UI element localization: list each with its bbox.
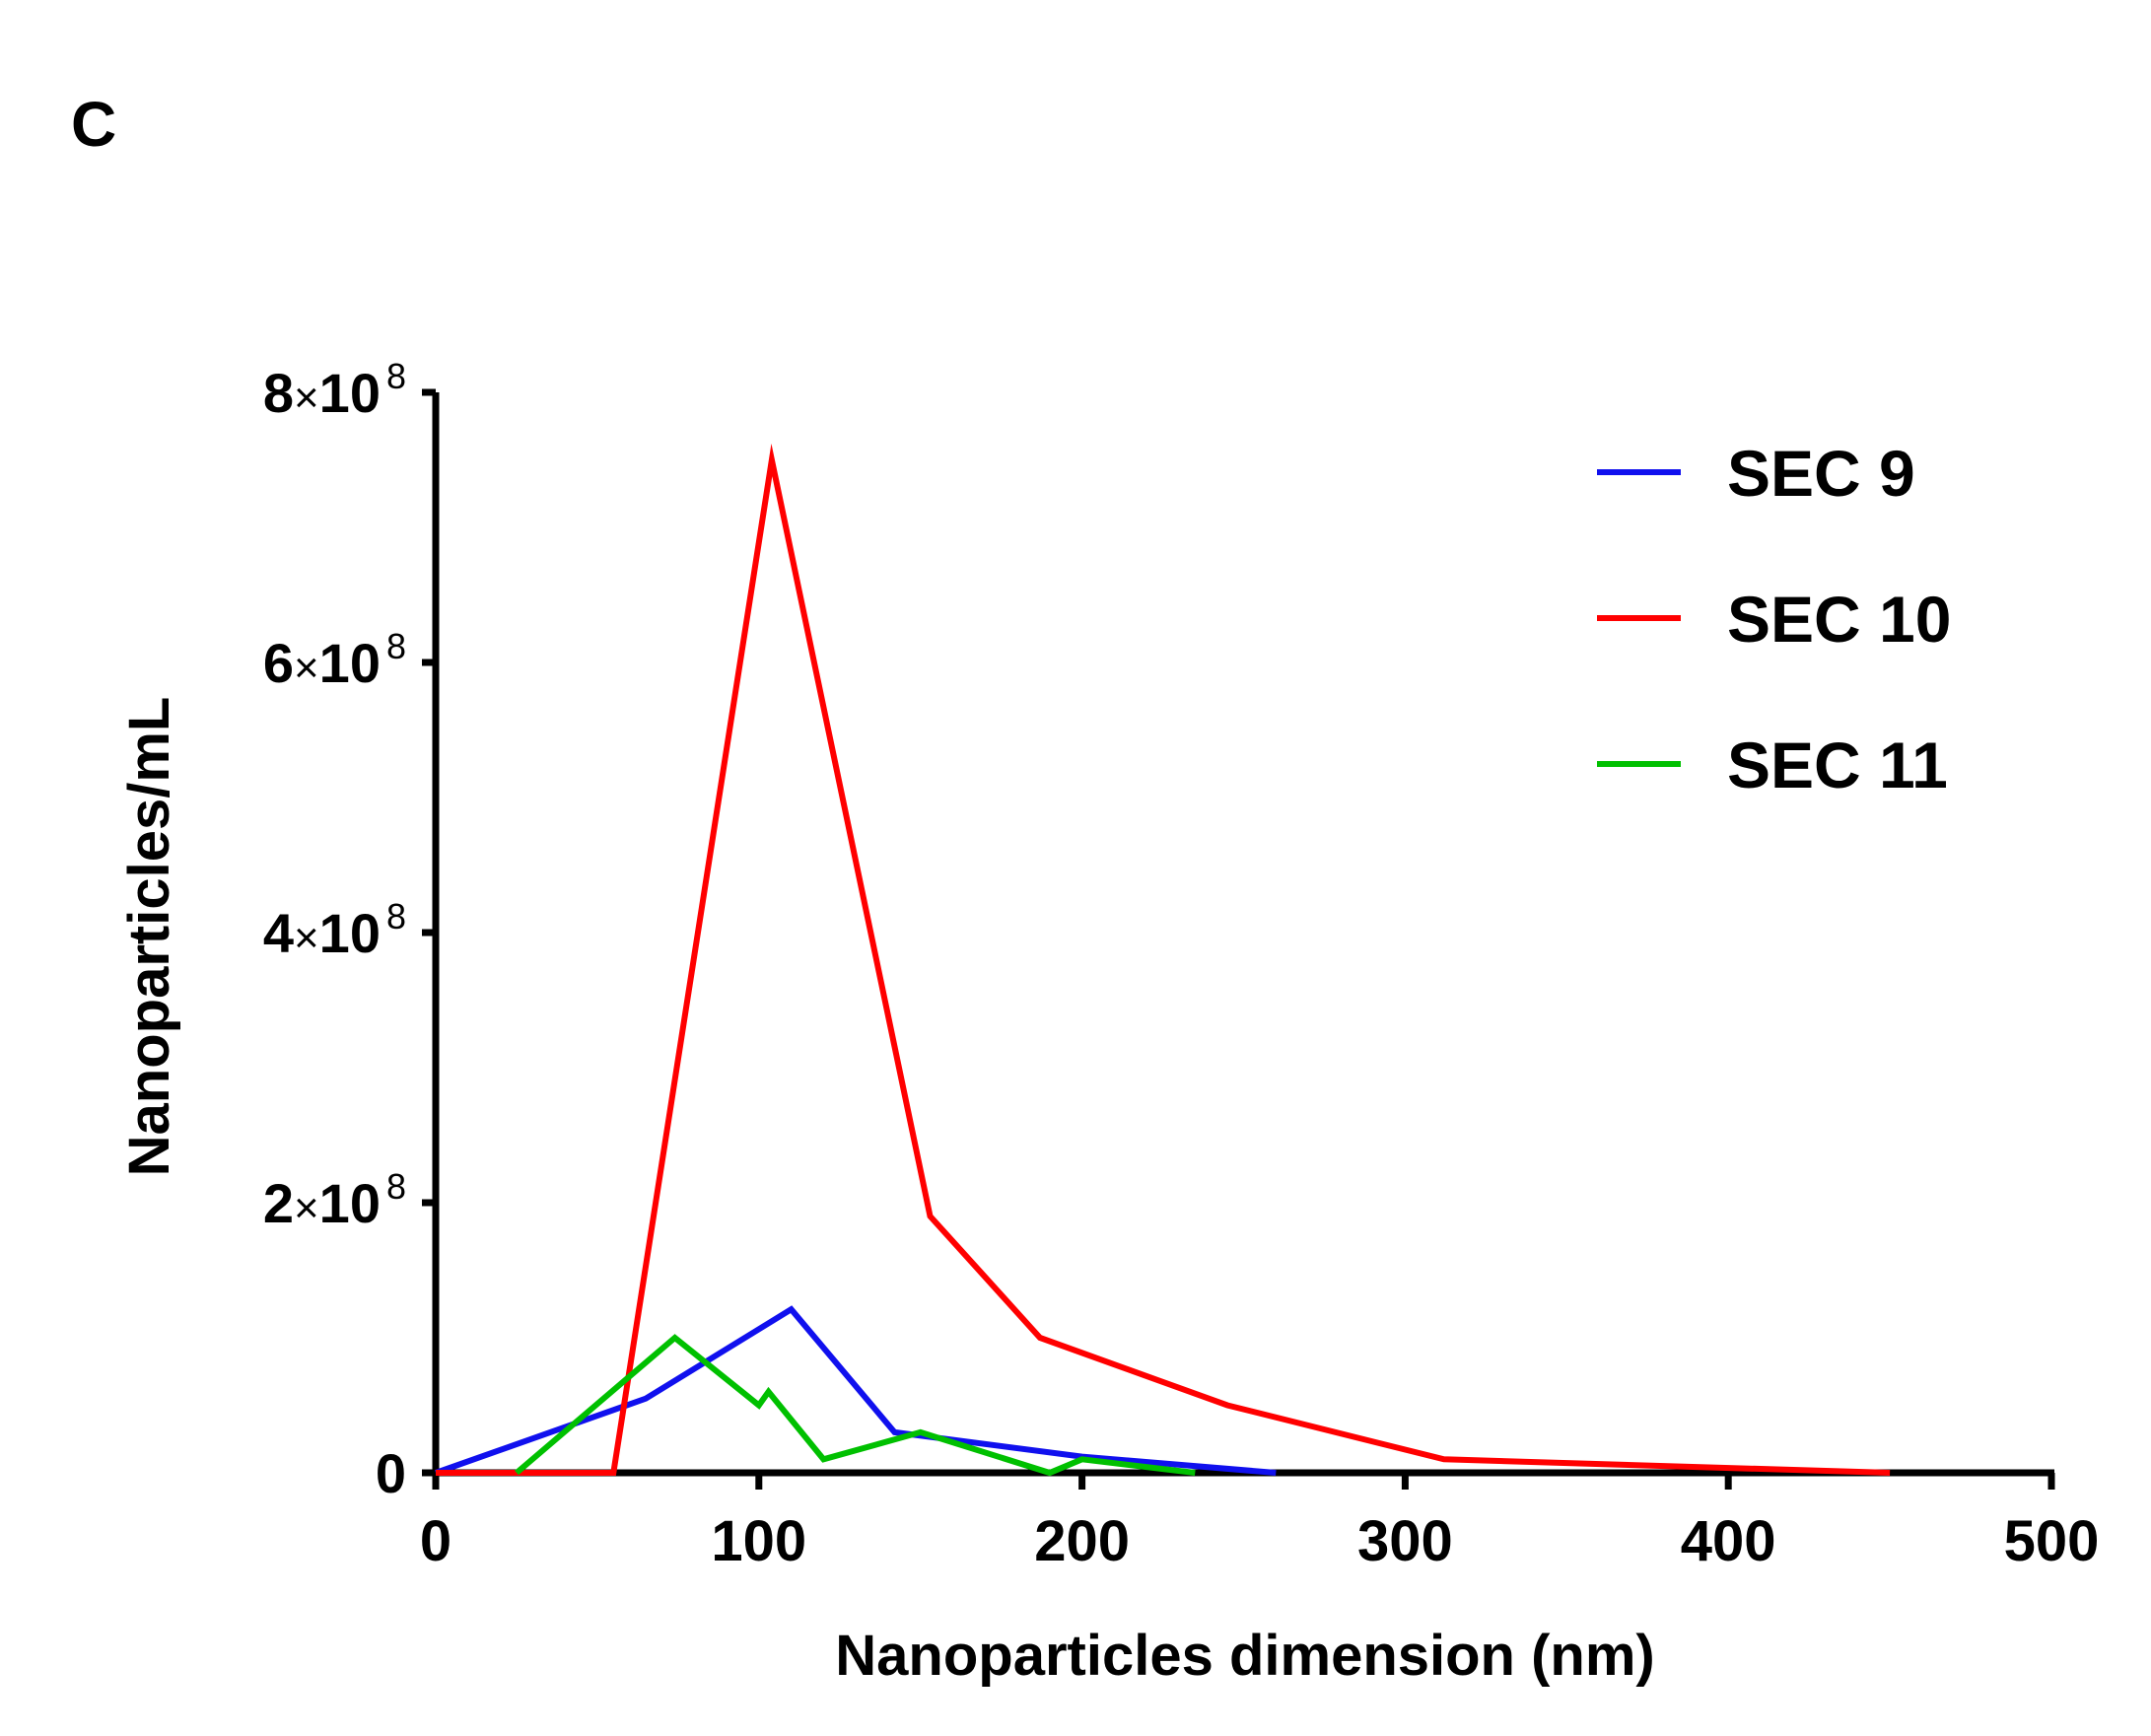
y-tick-label: 6×10 8 bbox=[263, 626, 406, 694]
y-tick-mantissa: 0 bbox=[376, 1442, 406, 1504]
x-tick-label: 100 bbox=[711, 1509, 806, 1573]
y-tick-base: 10 bbox=[319, 632, 381, 694]
legend-label: SEC 10 bbox=[1727, 583, 1951, 656]
y-tick-base: 10 bbox=[319, 362, 381, 424]
y-tick-mantissa: 2 bbox=[263, 1172, 294, 1234]
y-tick-exponent: 8 bbox=[386, 626, 406, 666]
legend: SEC 9 SEC 10 SEC 11 bbox=[1597, 437, 1951, 801]
y-tick-base: 10 bbox=[319, 902, 381, 964]
legend-label: SEC 9 bbox=[1727, 437, 1915, 510]
y-tick-times: × bbox=[294, 644, 319, 692]
series-line-sec-9 bbox=[435, 1305, 1277, 1476]
y-tick-label: 0 bbox=[376, 1442, 406, 1504]
y-tick-times: × bbox=[294, 1184, 319, 1232]
x-tick-label: 0 bbox=[420, 1509, 451, 1573]
y-axis-title: Nanoparticles/mL bbox=[117, 697, 181, 1177]
panel-label: C bbox=[71, 89, 116, 160]
y-tick-label: 4×10 8 bbox=[263, 896, 406, 964]
x-tick-label: 200 bbox=[1034, 1509, 1130, 1573]
y-tick-mantissa: 4 bbox=[263, 902, 294, 964]
y-tick-times: × bbox=[294, 374, 319, 422]
x-tick-label: 400 bbox=[1681, 1509, 1776, 1573]
y-tick-exponent: 8 bbox=[386, 1166, 406, 1207]
y-ticks: 02×10 84×10 86×10 88×10 8 bbox=[263, 356, 436, 1504]
series-lines bbox=[435, 443, 1891, 1477]
y-tick-exponent: 8 bbox=[386, 356, 406, 396]
x-tick-label: 300 bbox=[1357, 1509, 1453, 1573]
y-tick-base: 10 bbox=[319, 1172, 381, 1234]
y-tick-label: 2×10 8 bbox=[263, 1166, 406, 1234]
series-line-sec-11 bbox=[515, 1334, 1196, 1477]
series-line-sec-10 bbox=[436, 443, 1891, 1476]
y-tick-times: × bbox=[294, 914, 319, 962]
x-tick-label: 500 bbox=[2004, 1509, 2100, 1573]
y-tick-label: 8×10 8 bbox=[263, 356, 406, 424]
x-ticks: 0 100 200 300 400 500 bbox=[420, 1473, 2100, 1573]
y-tick-exponent: 8 bbox=[386, 896, 406, 937]
x-axis-title: Nanoparticles dimension (nm) bbox=[835, 1624, 1654, 1688]
y-tick-mantissa: 6 bbox=[263, 632, 294, 694]
chart: 02×10 84×10 86×10 88×10 8 0 100 200 300 400 500 N… bbox=[117, 356, 2099, 1688]
legend-label: SEC 11 bbox=[1727, 729, 1948, 801]
y-tick-mantissa: 8 bbox=[263, 362, 294, 424]
